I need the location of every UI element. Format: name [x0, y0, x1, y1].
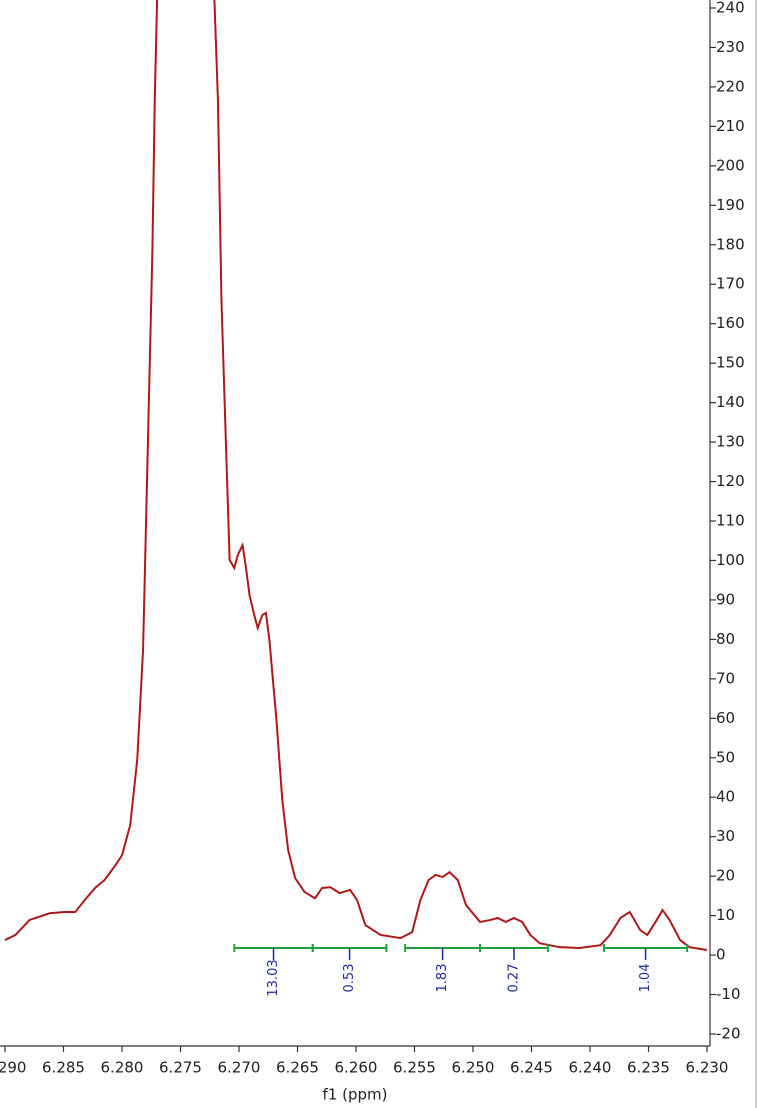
- spectrum-line: [4, 0, 708, 951]
- y-tick-label: 170: [716, 275, 745, 293]
- y-tick-label: 90: [716, 590, 735, 608]
- integral-label: 0.27: [506, 964, 521, 993]
- y-tick-label: 130: [716, 433, 745, 451]
- y-tick-label: 230: [716, 38, 745, 56]
- y-tick-label: 100: [716, 551, 745, 569]
- x-tick-label: 6.245: [510, 1059, 553, 1077]
- integral-label: 0.53: [342, 964, 357, 993]
- y-tick-label: 200: [716, 156, 745, 174]
- y-tick-label: 60: [716, 709, 735, 727]
- x-tick-label: 6.280: [101, 1059, 144, 1077]
- y-tick-label: 40: [716, 788, 735, 806]
- x-tick-label: 6.235: [627, 1059, 670, 1077]
- y-tick-label: 160: [716, 314, 745, 332]
- integral-label: 13.03: [266, 959, 281, 996]
- y-tick-label: 240: [716, 0, 745, 17]
- x-tick-label: 6.290: [0, 1059, 26, 1077]
- integral-label: 1.04: [638, 964, 653, 993]
- integral-label: 1.83: [435, 964, 450, 993]
- x-tick-label: 6.255: [393, 1059, 436, 1077]
- y-tick-label: -10: [716, 985, 741, 1003]
- x-tick-label: 6.240: [569, 1059, 612, 1077]
- y-tick-label: 210: [716, 117, 745, 135]
- x-tick-label: 6.270: [218, 1059, 261, 1077]
- y-tick-label: 0: [716, 946, 726, 964]
- y-tick-label: 30: [716, 827, 735, 845]
- x-tick-label: 6.260: [335, 1059, 378, 1077]
- y-tick-label: -20: [716, 1025, 741, 1043]
- y-tick-label: 140: [716, 393, 745, 411]
- y-tick-label: 10: [716, 906, 735, 924]
- y-tick-label: 110: [716, 512, 745, 530]
- y-tick-label: 50: [716, 748, 735, 766]
- plot-area: [4, 0, 708, 951]
- x-tick-label: 6.230: [686, 1059, 729, 1077]
- x-tick-label: 6.250: [452, 1059, 495, 1077]
- y-tick-label: 120: [716, 472, 745, 490]
- y-tick-label: 220: [716, 77, 745, 95]
- y-tick-label: 190: [716, 196, 745, 214]
- y-tick-label: 80: [716, 630, 735, 648]
- x-tick-label: 6.285: [42, 1059, 85, 1077]
- y-tick-label: 70: [716, 669, 735, 687]
- y-tick-label: 180: [716, 235, 745, 253]
- x-tick-label: 6.275: [159, 1059, 202, 1077]
- y-tick-label: 20: [716, 867, 735, 885]
- x-tick-label: 6.265: [276, 1059, 319, 1077]
- y-tick-label: 150: [716, 354, 745, 372]
- x-axis-title: f1 (ppm): [323, 1086, 388, 1104]
